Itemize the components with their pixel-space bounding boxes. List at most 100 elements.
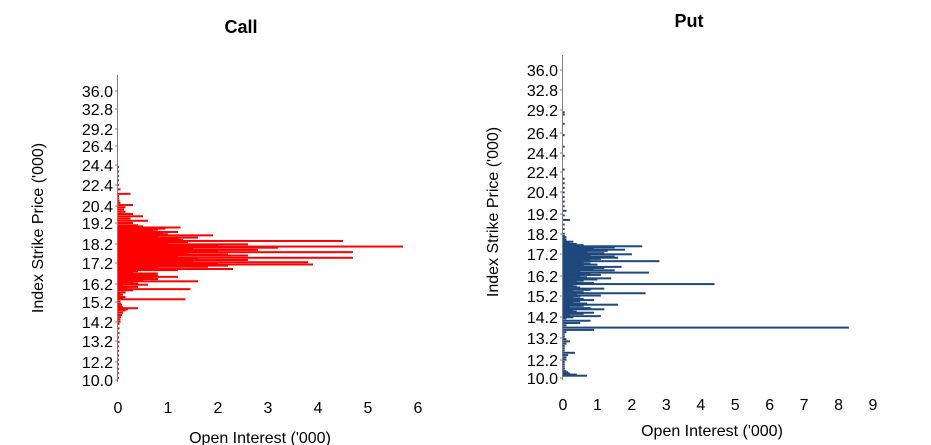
put-bar	[563, 340, 570, 343]
call-bar	[118, 372, 119, 375]
call-bar	[118, 283, 148, 286]
call-bar	[118, 188, 121, 191]
put-bar	[563, 338, 567, 341]
call-bar	[118, 199, 120, 202]
call-bar	[118, 195, 119, 198]
put-bar	[563, 371, 569, 374]
put-bar	[563, 299, 594, 302]
put-y-tick-label: 17.2	[527, 247, 558, 264]
put-bar	[563, 272, 591, 275]
call-bar	[118, 260, 193, 263]
call-bar	[118, 300, 121, 303]
put-bar	[563, 245, 643, 248]
put-x-tick-label: 7	[800, 397, 809, 414]
put-bar	[563, 281, 594, 284]
call-bar	[118, 233, 168, 236]
call-bar	[118, 204, 133, 207]
put-bar	[563, 186, 565, 189]
call-x-tick-label: 5	[364, 400, 373, 417]
put-bar	[563, 240, 574, 243]
put-bar	[563, 264, 584, 267]
put-bar	[563, 326, 849, 329]
put-chart-title: Put	[675, 11, 704, 31]
put-bar	[563, 239, 567, 242]
call-bar	[118, 174, 119, 177]
put-x-tick-label: 8	[834, 397, 843, 414]
put-x-tick-labels: 0 1 2 3 4 5 6 7 8 9	[559, 397, 878, 414]
call-bar	[118, 210, 126, 213]
call-chart: Call 10.012.2 13.2 14.2 15.216.2 17.2 18.2 19.…	[30, 17, 423, 445]
call-bar	[118, 284, 123, 287]
put-bar	[563, 310, 577, 313]
put-x-tick-label: 9	[869, 397, 878, 414]
call-bar	[118, 228, 158, 231]
put-y-tick-label: 10.0	[527, 371, 558, 388]
call-bar	[118, 285, 138, 288]
call-bar	[118, 367, 119, 370]
put-bar	[563, 214, 565, 217]
call-y-tick-label: 14.2	[82, 315, 113, 332]
put-bar	[563, 309, 574, 312]
call-bar	[118, 331, 120, 334]
call-bar	[118, 265, 208, 268]
call-bar	[118, 165, 119, 168]
put-bar	[563, 200, 565, 203]
put-bar	[563, 285, 577, 288]
call-bar	[118, 239, 343, 242]
call-bar	[118, 307, 138, 310]
call-bar	[118, 225, 143, 228]
put-bar	[563, 257, 601, 260]
put-bar	[563, 228, 565, 231]
put-bar	[563, 287, 605, 290]
put-bar	[563, 333, 565, 336]
put-y-tick-label: 19.2	[527, 207, 558, 224]
call-bar	[118, 273, 156, 276]
put-bar	[563, 232, 565, 235]
put-bar	[563, 234, 565, 237]
put-bar	[563, 182, 565, 185]
put-x-tick-label: 4	[696, 397, 705, 414]
put-bar	[563, 251, 588, 254]
put-bar	[563, 242, 577, 245]
call-bar	[118, 358, 119, 361]
put-bar	[563, 354, 569, 357]
put-bar	[563, 275, 581, 278]
call-bar	[118, 311, 123, 314]
call-y-tick-label: 24.4	[82, 158, 113, 175]
call-bar	[118, 270, 138, 273]
call-y-tick-label: 29.2	[82, 122, 113, 139]
call-bar	[118, 236, 198, 239]
put-bar	[563, 363, 565, 366]
put-x-tick-label: 2	[627, 397, 636, 414]
call-y-tick-label: 13.2	[82, 334, 113, 351]
put-bar	[563, 308, 605, 311]
call-bar	[118, 263, 313, 266]
call-bar	[118, 327, 120, 330]
call-bar	[118, 275, 178, 278]
put-bar	[563, 311, 594, 314]
call-bar	[118, 213, 133, 216]
call-bar	[118, 232, 163, 235]
call-bar	[118, 281, 133, 284]
call-x-tick-label: 2	[214, 400, 223, 417]
call-bar	[118, 252, 188, 255]
call-bar	[118, 297, 123, 300]
put-bar	[563, 271, 650, 274]
put-bar	[563, 317, 567, 320]
put-bar	[563, 111, 565, 114]
put-bar	[563, 262, 591, 265]
put-bar	[563, 237, 565, 240]
put-bar	[563, 342, 567, 345]
call-y-tick-label: 17.2	[82, 256, 113, 273]
call-bar	[118, 336, 119, 339]
call-y-tick-label: 18.2	[82, 237, 113, 254]
put-bar	[563, 270, 581, 273]
put-bar	[563, 293, 577, 296]
put-bar	[563, 370, 567, 373]
put-y-tick-label: 36.0	[527, 63, 558, 80]
call-bar	[118, 224, 138, 227]
put-bar	[563, 374, 588, 377]
call-bar	[118, 241, 188, 244]
call-bar	[118, 234, 213, 237]
put-bar	[563, 268, 594, 271]
